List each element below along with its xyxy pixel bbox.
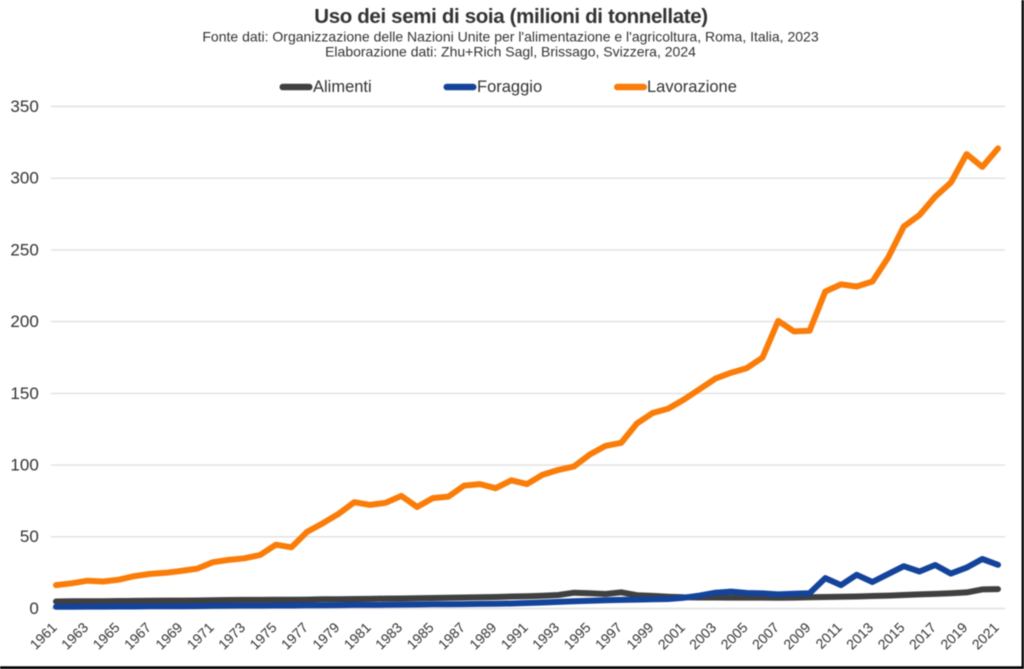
- svg-text:250: 250: [10, 240, 38, 259]
- svg-text:350: 350: [10, 97, 38, 116]
- svg-text:150: 150: [10, 384, 38, 403]
- svg-text:200: 200: [10, 312, 38, 331]
- svg-text:Fonte dati: Organizzazione del: Fonte dati: Organizzazione delle Nazioni…: [202, 28, 818, 44]
- svg-text:Foraggio: Foraggio: [477, 78, 542, 96]
- svg-text:0: 0: [29, 599, 38, 618]
- svg-text:100: 100: [10, 456, 38, 475]
- svg-text:Uso dei semi di soia (milioni: Uso dei semi di soia (milioni di tonnell…: [314, 5, 708, 28]
- svg-text:Lavorazione: Lavorazione: [647, 78, 737, 96]
- svg-text:50: 50: [20, 527, 39, 546]
- svg-text:Elaborazione dati: Zhu+Rich Sa: Elaborazione dati: Zhu+Rich Sagl, Brissa…: [325, 43, 696, 59]
- svg-text:300: 300: [10, 169, 38, 188]
- svg-text:Alimenti: Alimenti: [313, 78, 372, 96]
